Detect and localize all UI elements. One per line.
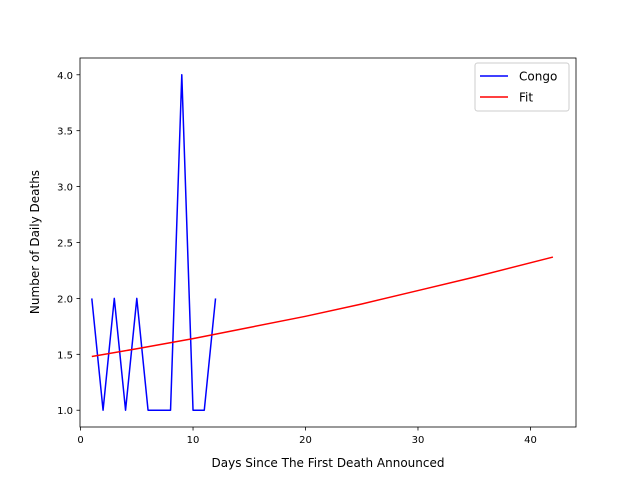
legend: Congo Fit xyxy=(474,62,570,112)
x-tick-label: 0 xyxy=(77,435,83,446)
x-tick-label: 10 xyxy=(187,435,200,446)
y-tick-label: 4.0 xyxy=(57,71,73,82)
x-tick-label: 40 xyxy=(524,435,537,446)
x-tick-label: 30 xyxy=(412,435,425,446)
y-tick-label: 3.5 xyxy=(57,127,73,138)
y-tick-label: 1.0 xyxy=(57,406,73,417)
legend-label-fit: Fit xyxy=(519,91,533,105)
x-axis-label: Days Since The First Death Announced xyxy=(212,456,445,470)
y-tick-label: 2.5 xyxy=(57,239,73,250)
y-tick-label: 2.0 xyxy=(57,294,73,305)
y-tick-label: 3.0 xyxy=(57,183,73,194)
y-tick-label: 1.5 xyxy=(57,350,73,361)
x-axis-ticks: 0 10 20 30 40 xyxy=(77,427,537,446)
legend-box xyxy=(474,62,570,112)
series-line-fit xyxy=(91,256,554,358)
legend-label-congo: Congo xyxy=(519,70,557,84)
y-axis-ticks: 1.0 1.5 2.0 2.5 3.0 3.5 4.0 xyxy=(57,71,80,417)
x-tick-label: 20 xyxy=(299,435,312,446)
series-line-congo xyxy=(91,74,217,411)
y-axis-label: Number of Daily Deaths xyxy=(28,170,42,314)
